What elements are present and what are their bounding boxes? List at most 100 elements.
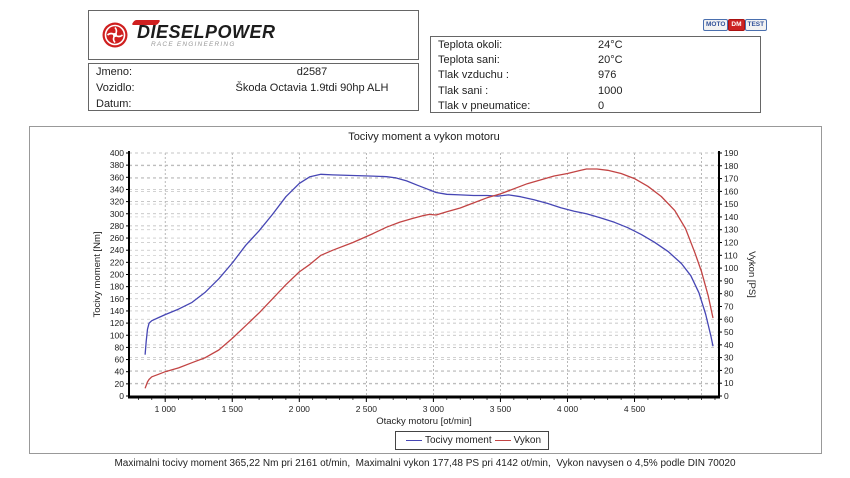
info-row-datum: Datum:: [89, 96, 418, 112]
svg-text:1 000: 1 000: [155, 404, 177, 414]
svg-text:100: 100: [110, 330, 124, 340]
results-summary-text: Maximalni tocivy moment 365,22 Nm pri 21…: [114, 458, 736, 469]
svg-text:110: 110: [724, 250, 738, 260]
svg-text:320: 320: [110, 197, 124, 207]
tlak-pneumatice-label: Tlak v pneumatice:: [438, 100, 531, 113]
svg-text:20: 20: [724, 365, 734, 375]
svg-text:80: 80: [724, 289, 734, 299]
gridlines: [129, 152, 719, 397]
svg-text:220: 220: [110, 257, 124, 267]
info-row-teplota-sani: Teplota sani: 20°C: [431, 52, 760, 67]
svg-text:40: 40: [115, 367, 125, 377]
badge-dm: DM: [728, 19, 745, 31]
svg-text:160: 160: [110, 294, 124, 304]
info-row-vozidlo: Vozidlo: Škoda Octavia 1.9tdi 90hp ALH: [89, 80, 418, 96]
info-row-tlak-vzduchu: Tlak vzduchu : 976: [431, 68, 760, 83]
svg-text:2 500: 2 500: [356, 404, 378, 414]
jmeno-label: Jmeno:: [96, 66, 133, 78]
svg-text:50: 50: [724, 327, 734, 337]
x-axis-label: Otacky motoru [ot/min]: [376, 416, 472, 427]
chart-legend: Tocivy moment Vykon: [395, 431, 549, 450]
svg-text:3 500: 3 500: [490, 404, 512, 414]
legend-torque-line-swatch: [405, 440, 422, 441]
brand-subtitle: RACE ENGINEERING: [151, 40, 236, 48]
svg-text:0: 0: [119, 391, 124, 401]
svg-text:400: 400: [110, 148, 124, 158]
svg-text:4 000: 4 000: [557, 404, 579, 414]
info-row-jmeno: Jmeno: d2587: [89, 64, 418, 80]
logo-box: DIESELPOWER RACE ENGINEERING: [88, 10, 419, 60]
y-right-label: Vykon [PS]: [746, 251, 757, 298]
chart-title: Tocivy moment a vykon motoru: [348, 131, 500, 143]
teplota-okoli-value: 24°C: [598, 38, 623, 51]
svg-text:60: 60: [115, 355, 125, 365]
svg-text:130: 130: [724, 225, 738, 235]
svg-text:120: 120: [110, 318, 124, 328]
svg-text:1 500: 1 500: [222, 404, 244, 414]
series-left: [144, 173, 714, 355]
info-row-tlak-sani: Tlak sani : 1000: [431, 83, 760, 98]
svg-text:300: 300: [110, 209, 124, 219]
legend-power-label: Vykon: [513, 435, 542, 446]
svg-text:180: 180: [724, 161, 738, 171]
teplota-sani-label: Teplota sani:: [438, 54, 500, 67]
badge-moto: MOTO: [703, 19, 729, 31]
svg-text:190: 190: [724, 148, 738, 158]
svg-text:240: 240: [110, 245, 124, 255]
info-row-tlak-pneumatice: Tlak v pneumatice: 0: [431, 99, 760, 114]
svg-text:2 000: 2 000: [289, 404, 311, 414]
svg-text:100: 100: [724, 263, 738, 273]
tick-labels: 0204060801001201401601802002202402602803…: [110, 148, 739, 414]
svg-text:340: 340: [110, 184, 124, 194]
svg-text:80: 80: [115, 342, 125, 352]
vozidlo-label: Vozidlo:: [96, 82, 135, 94]
logo-swoosh: [131, 19, 161, 25]
svg-text:70: 70: [724, 301, 734, 311]
brand-name: DIESELPOWER: [137, 21, 276, 42]
info-row-teplota-okoli: Teplota okoli: 24°C: [431, 37, 760, 52]
svg-text:280: 280: [110, 221, 124, 231]
svg-text:170: 170: [724, 174, 738, 184]
tlak-vzduchu-label: Tlak vzduchu :: [438, 69, 509, 82]
svg-text:30: 30: [724, 353, 734, 363]
svg-text:120: 120: [724, 238, 738, 248]
svg-text:150: 150: [724, 199, 738, 209]
svg-text:90: 90: [724, 276, 734, 286]
dyno-chart-box: 0 20 40 60 80 100 120 140 160 180 200 220 240 260 280 3…: [29, 126, 822, 454]
svg-text:200: 200: [110, 270, 124, 280]
svg-text:40: 40: [724, 340, 734, 350]
dyno-chart: 0204060801001201401601802002202402602803…: [92, 131, 757, 427]
svg-text:0: 0: [724, 391, 729, 401]
svg-text:4 500: 4 500: [624, 404, 646, 414]
tlak-sani-value: 1000: [598, 84, 623, 97]
svg-text:60: 60: [724, 314, 734, 324]
svg-text:3 000: 3 000: [423, 404, 445, 414]
svg-text:160: 160: [724, 186, 738, 196]
svg-text:380: 380: [110, 160, 124, 170]
legend-power-line-swatch: [494, 440, 511, 441]
svg-text:20: 20: [115, 379, 125, 389]
moto-dm-test-badge: MOTO DM TEST: [703, 19, 768, 31]
teplota-sani-value: 20°C: [598, 54, 623, 67]
svg-text:140: 140: [724, 212, 738, 222]
turbo-icon: [102, 22, 128, 48]
teplota-okoli-label: Teplota okoli:: [438, 38, 503, 51]
jmeno-value: d2587: [296, 66, 328, 78]
conditions-info-box: Teplota okoli: 24°C Teplota sani: 20°C T…: [430, 36, 761, 113]
badge-test: TEST: [744, 19, 768, 31]
y-left-label: Tocivy moment [Nm]: [92, 231, 103, 317]
tlak-vzduchu-value: 976: [598, 69, 617, 82]
svg-text:360: 360: [110, 172, 124, 182]
svg-text:260: 260: [110, 233, 124, 243]
tlak-pneumatice-value: 0: [598, 100, 605, 113]
svg-text:180: 180: [110, 282, 124, 292]
datum-label: Datum:: [96, 98, 132, 110]
tlak-sani-label: Tlak sani :: [438, 84, 489, 97]
series-right: [144, 168, 714, 389]
svg-text:140: 140: [110, 306, 124, 316]
svg-text:10: 10: [724, 378, 734, 388]
vozidlo-value: Škoda Octavia 1.9tdi 90hp ALH: [235, 82, 389, 94]
vehicle-info-box: Jmeno: d2587 Vozidlo: Škoda Octavia 1.9t…: [88, 63, 419, 111]
legend-torque-label: Tocivy moment: [424, 435, 492, 446]
logo-text: DIESELPOWER RACE ENGINEERING: [131, 19, 276, 48]
